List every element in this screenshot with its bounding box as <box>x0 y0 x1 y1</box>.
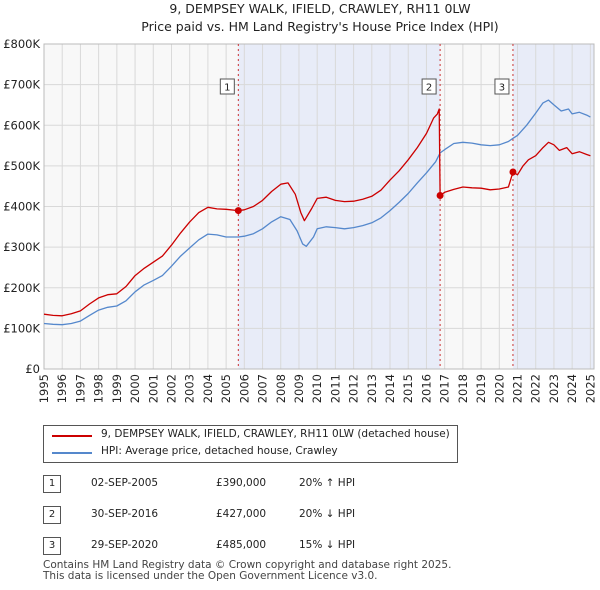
sale-hpi-diff: 20% ↑ HPI <box>299 477 356 489</box>
chart-title: 9, DEMPSEY WALK, IFIELD, CRAWLEY, RH11 0… <box>169 1 470 16</box>
sale-number-badge: 3 <box>43 537 61 555</box>
x-tick-label: 2013 <box>365 374 379 403</box>
x-tick-label: 2025 <box>583 374 597 403</box>
x-tick-label: 2000 <box>128 374 142 403</box>
x-tick-label: 2017 <box>438 374 452 403</box>
sale-date: 02-SEP-2005 <box>91 477 159 489</box>
x-tick-label: 2021 <box>511 374 525 403</box>
x-tick-label: 2024 <box>565 374 579 403</box>
x-tick-label: 2003 <box>183 374 197 403</box>
footer-line-copyright: Contains HM Land Registry data © Crown c… <box>43 559 452 571</box>
x-tick-label: 2002 <box>164 374 178 403</box>
x-tick-label: 2012 <box>347 374 361 403</box>
sale-point <box>234 207 242 215</box>
legend-label-property: 9, DEMPSEY WALK, IFIELD, CRAWLEY, RH11 0… <box>101 428 450 440</box>
price-chart: 9, DEMPSEY WALK, IFIELD, CRAWLEY, RH11 0… <box>3 1 597 403</box>
x-tick-label: 1999 <box>110 374 124 403</box>
chart-legend: 9, DEMPSEY WALK, IFIELD, CRAWLEY, RH11 0… <box>43 425 458 463</box>
y-tick-label: £300K <box>3 240 40 254</box>
sale-date: 29-SEP-2020 <box>91 539 159 551</box>
x-tick-label: 2023 <box>547 374 561 403</box>
x-tick-label: 2014 <box>383 374 397 403</box>
x-tick-label: 2019 <box>474 374 488 403</box>
sale-price: £427,000 <box>216 508 267 520</box>
sale-point <box>436 192 444 200</box>
x-tick-label: 2016 <box>419 374 433 403</box>
y-tick-label: £200K <box>3 281 40 295</box>
x-tick-label: 1996 <box>55 374 69 403</box>
sale-marker-label-box <box>219 78 235 95</box>
property-price-line <box>43 108 591 317</box>
y-tick-label: £400K <box>3 200 40 214</box>
sale-hpi-diff: 20% ↓ HPI <box>299 508 356 520</box>
y-tick-label: £700K <box>3 78 40 92</box>
attribution-footer: Contains HM Land Registry data © Crown c… <box>43 560 451 582</box>
x-tick-label: 1995 <box>37 374 51 403</box>
x-tick-label: 2020 <box>492 374 506 403</box>
x-tick-label: 2010 <box>310 374 324 403</box>
sale-marker-label: 3 <box>499 83 505 94</box>
sale-number-badge: 1 <box>43 475 61 493</box>
x-tick-label: 2005 <box>219 374 233 403</box>
y-tick-label: £100K <box>3 321 40 335</box>
sale-marker-label-box <box>421 78 437 95</box>
plot-border <box>43 43 595 370</box>
y-tick-label: £600K <box>3 118 40 132</box>
x-tick-label: 2008 <box>274 374 288 403</box>
x-tick-label: 1998 <box>92 374 106 403</box>
legend-swatch-red <box>52 435 92 437</box>
x-tick-label: 2007 <box>256 374 270 403</box>
legend-swatch-blue <box>52 452 92 454</box>
footer-line-licence: This data is licensed under the Open Gov… <box>43 570 378 582</box>
sale-price: £485,000 <box>216 539 267 551</box>
x-tick-label: 2001 <box>146 374 160 403</box>
sale-number-badge: 2 <box>43 506 61 524</box>
x-tick-label: 1997 <box>73 374 87 403</box>
y-tick-label: £500K <box>3 159 40 173</box>
sale-hpi-diff: 15% ↓ HPI <box>299 539 356 551</box>
sale-marker-label: 1 <box>224 83 230 94</box>
x-tick-label: 2011 <box>328 374 342 403</box>
x-tick-label: 2004 <box>201 374 215 403</box>
sale-price: £390,000 <box>216 477 267 489</box>
x-tick-label: 2022 <box>529 374 543 403</box>
x-tick-label: 2009 <box>292 374 306 403</box>
x-tick-label: 2006 <box>237 374 251 403</box>
x-tick-label: 2018 <box>456 374 470 403</box>
x-tick-label: 2015 <box>401 374 415 403</box>
legend-label-hpi: HPI: Average price, detached house, Craw… <box>101 445 338 457</box>
chart-subtitle: Price paid vs. HM Land Registry's House … <box>141 19 498 34</box>
sale-marker-label: 2 <box>426 83 432 94</box>
sale-point <box>509 168 517 176</box>
hpi-line <box>43 99 591 326</box>
y-tick-label: £800K <box>3 37 40 51</box>
sale-marker-label-box <box>494 78 510 95</box>
sale-date: 30-SEP-2016 <box>91 508 159 520</box>
y-tick-label: £0 <box>25 362 40 376</box>
